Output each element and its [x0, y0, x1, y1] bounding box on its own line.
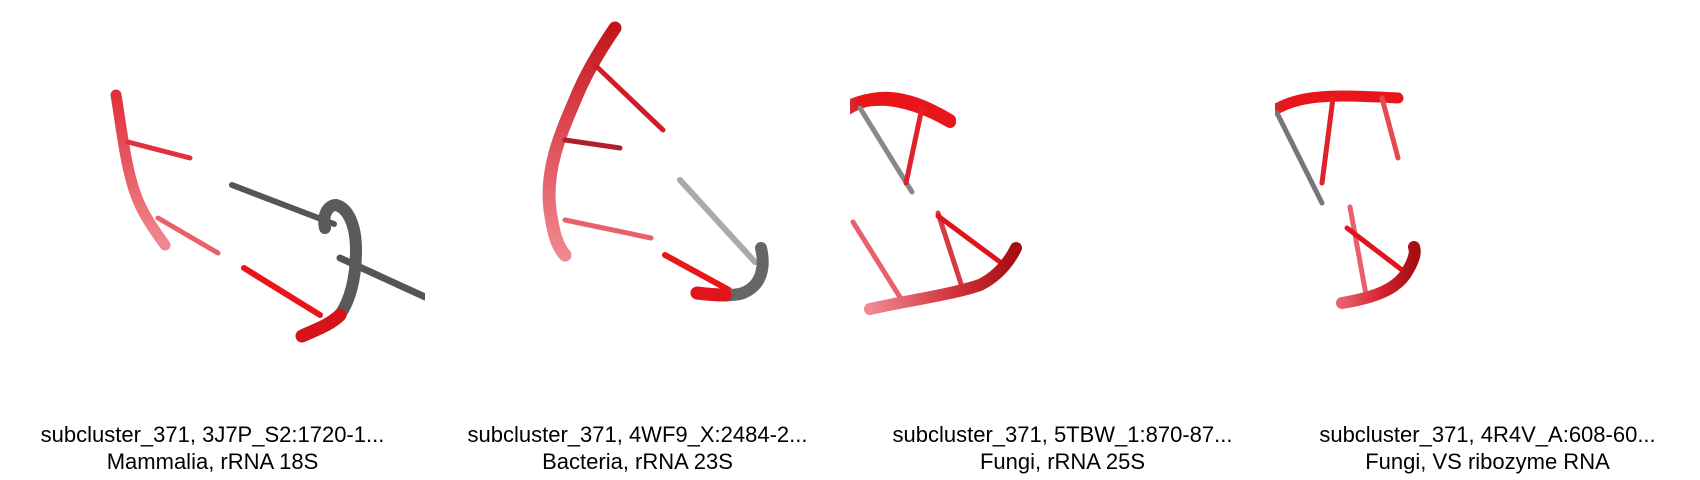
structure-panel: subcluster_371, 4WF9_X:2484-2... Bacteri…: [425, 0, 850, 480]
structure-panel: subcluster_371, 3J7P_S2:1720-1... Mammal…: [0, 0, 425, 480]
structure-caption: subcluster_371, 5TBW_1:870-87... Fungi, …: [850, 421, 1275, 475]
rna-structure-image: [850, 91, 1022, 315]
rna-structure-image: [542, 21, 769, 302]
structure-subtitle: Fungi, VS ribozyme RNA: [1365, 449, 1610, 474]
structure-title: subcluster_371, 3J7P_S2:1720-1...: [40, 422, 385, 447]
rna-structure-image: [1275, 90, 1421, 309]
structure-subtitle: Mammalia, rRNA 18S: [106, 449, 319, 474]
structure-caption: subcluster_371, 3J7P_S2:1720-1... Mammal…: [0, 421, 425, 475]
structure-title: subcluster_371, 5TBW_1:870-87...: [892, 422, 1233, 447]
structure-subtitle: Fungi, rRNA 25S: [979, 449, 1146, 474]
rna-structure-image: [110, 89, 425, 343]
structure-caption: subcluster_371, 4WF9_X:2484-2... Bacteri…: [425, 421, 850, 475]
structure-title: subcluster_371, 4R4V_A:608-60...: [1319, 422, 1656, 447]
structure-panel: subcluster_371, 4R4V_A:608-60... Fungi, …: [1275, 0, 1700, 480]
structure-title: subcluster_371, 4WF9_X:2484-2...: [467, 422, 808, 447]
structure-subtitle: Bacteria, rRNA 23S: [542, 449, 733, 474]
structure-caption: subcluster_371, 4R4V_A:608-60... Fungi, …: [1275, 421, 1700, 475]
structure-panel: subcluster_371, 5TBW_1:870-87... Fungi, …: [850, 0, 1275, 480]
